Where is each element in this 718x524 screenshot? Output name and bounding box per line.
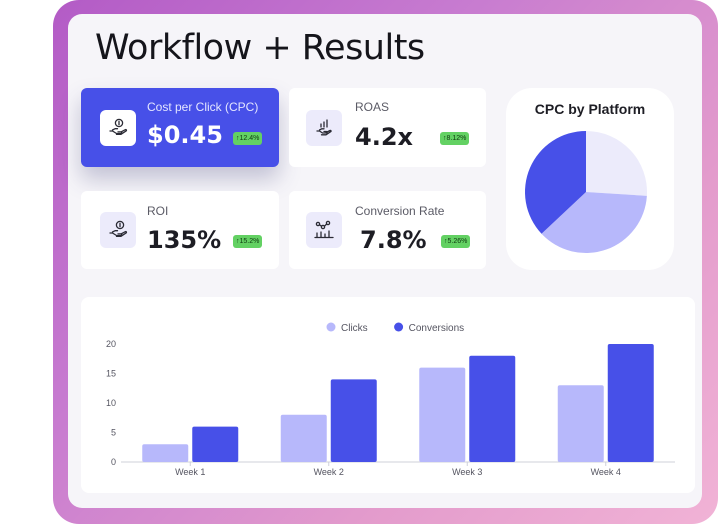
legend-marker	[326, 322, 336, 332]
change-badge: ↑12.4%	[233, 132, 263, 145]
pie-chart-title: CPC by Platform	[534, 101, 646, 117]
bar-chart: Clicks Conversions 0 5 10 15 20 Week 1 Week 2 Wee…	[106, 322, 675, 477]
metric-label: ROAS	[355, 100, 390, 114]
bar-conversions	[330, 379, 377, 462]
change-badge: ↑15.2%	[233, 235, 263, 248]
page-title: Workflow + Results	[95, 28, 425, 68]
change-badge: ↑8.12%	[440, 132, 470, 145]
hand-growth-icon	[306, 110, 342, 146]
bar-clicks	[142, 444, 189, 462]
x-tick-label: Week 3	[452, 467, 482, 477]
cpc-by-platform-card: CPC by Platform	[506, 88, 674, 270]
metric-card-conversion-rate[interactable]: Conversion Rate 7.8% ↑5.26%	[289, 191, 486, 269]
chart-growth-icon	[306, 212, 342, 248]
metric-label: Conversion Rate	[355, 204, 445, 218]
bar-conversions	[469, 355, 516, 462]
metric-card-cpc[interactable]: Cost per Click (CPC) $0.45 ↑12.4%	[81, 88, 279, 167]
metric-label: Cost per Click (CPC)	[147, 100, 259, 114]
x-tick-label: Week 2	[314, 467, 344, 477]
metric-card-roas[interactable]: ROAS 4.2x ↑8.12%	[289, 88, 486, 167]
change-badge: ↑5.26%	[441, 235, 471, 248]
legend-label: Conversions	[409, 323, 465, 334]
bar-conversions	[607, 344, 654, 462]
y-tick-label: 10	[106, 398, 116, 408]
metric-value: 135%	[147, 226, 222, 254]
bar-clicks	[419, 367, 466, 462]
hand-coin-icon	[100, 212, 136, 248]
x-tick-label: Week 1	[175, 467, 205, 477]
pie-slice	[541, 192, 647, 253]
metric-value: 4.2x	[355, 123, 413, 151]
legend-marker	[394, 322, 404, 332]
y-tick-label: 5	[111, 428, 116, 438]
hand-coin-icon	[100, 110, 136, 146]
metric-card-roi[interactable]: ROI 135% ↑15.2%	[81, 191, 279, 269]
y-tick-label: 0	[111, 457, 116, 467]
bar-clicks	[557, 385, 604, 462]
clicks-conversions-chart-card: Clicks Conversions 0 5 10 15 20 Week 1 Week 2 Wee…	[81, 297, 695, 493]
legend-label: Clicks	[341, 323, 368, 334]
metric-value: $0.45	[147, 121, 223, 149]
metric-value: 7.8%	[360, 226, 427, 254]
y-tick-label: 15	[106, 369, 116, 379]
metric-label: ROI	[147, 204, 169, 218]
pie-chart	[525, 131, 647, 253]
pie-slice	[525, 131, 586, 234]
bar-clicks	[280, 414, 327, 462]
chart-legend: Clicks Conversions	[326, 322, 465, 334]
y-tick-label: 20	[106, 339, 116, 349]
pie-slice	[586, 131, 647, 196]
bar-conversions	[192, 426, 239, 462]
x-tick-label: Week 4	[591, 467, 621, 477]
